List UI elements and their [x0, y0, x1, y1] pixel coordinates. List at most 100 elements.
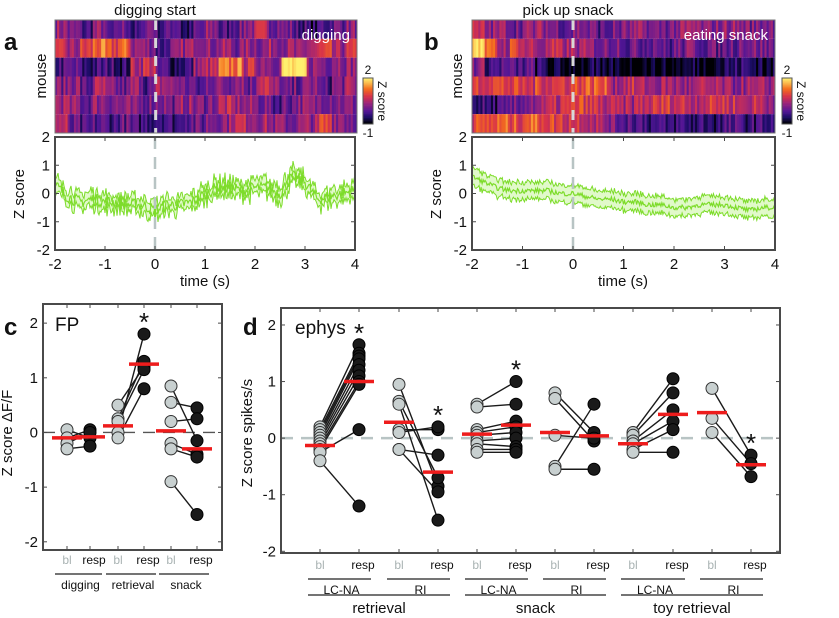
heatmap-cell	[329, 95, 333, 115]
heatmap-cell	[625, 95, 629, 115]
heatmap-cell	[350, 57, 354, 77]
heatmap-cell	[212, 38, 215, 58]
heatmap-cell	[75, 38, 79, 58]
resp-label: resp	[586, 558, 610, 572]
heatmap-cell	[587, 114, 591, 133]
bl-label: bl	[394, 558, 403, 572]
heatmap-cell	[172, 76, 175, 96]
heatmap-cell	[581, 57, 584, 77]
heatmap-cell	[482, 114, 486, 133]
heatmap-cell	[147, 114, 150, 133]
colorbar-swatch	[782, 89, 792, 91]
heatmap-cell	[499, 38, 502, 58]
heatmap-cell	[514, 38, 517, 58]
heatmap-cell	[711, 20, 715, 39]
heatmap-cell	[589, 76, 593, 96]
heatmap-cell	[224, 76, 228, 96]
heatmap-cell	[707, 76, 711, 96]
heatmap-cell	[703, 76, 706, 96]
heatmap-cell	[610, 114, 614, 133]
heatmap-cell	[260, 114, 264, 133]
heatmap-cell	[206, 38, 209, 58]
heatmap-cell	[122, 20, 125, 39]
heatmap-cell	[709, 95, 713, 115]
heatmap-cell	[701, 114, 704, 133]
heatmap-cell	[655, 76, 658, 96]
heatmap-cell	[187, 76, 190, 96]
heatmap-cell	[646, 76, 650, 96]
heatmap-cell	[751, 114, 755, 133]
heatmap-cell	[310, 57, 314, 77]
heatmap-cell	[86, 57, 89, 77]
heatmap-cell	[136, 95, 140, 115]
heatmap-cell	[716, 20, 719, 39]
heatmap-a-title: digging start	[114, 2, 197, 19]
heatmap-cell	[264, 20, 268, 39]
heatmap-cell	[300, 95, 303, 115]
heatmap-cell	[245, 114, 249, 133]
heatmap-cell	[509, 114, 513, 133]
heatmap-cell	[669, 20, 673, 39]
y-tick-label: 2	[459, 129, 467, 146]
heatmap-cell	[581, 38, 584, 58]
pair-line	[319, 344, 360, 428]
x-tick-label: 0	[151, 256, 159, 273]
heatmap-cell	[720, 57, 723, 77]
heatmap-cell	[229, 57, 232, 77]
heatmap-cell	[476, 95, 479, 115]
heatmap-cell	[564, 20, 568, 39]
heatmap-cell	[756, 20, 759, 39]
heatmap-cell	[59, 57, 62, 77]
heatmap-cell	[766, 20, 770, 39]
heatmap-cell	[503, 114, 507, 133]
heatmap-cell	[168, 76, 171, 96]
heatmap-cell	[193, 114, 196, 133]
heatmap-cell	[128, 76, 131, 96]
heatmap-cell	[530, 114, 534, 133]
heatmap-cell	[63, 57, 66, 77]
heatmap-cell	[753, 20, 757, 39]
heatmap-cell	[346, 76, 350, 96]
group-label: RI	[571, 583, 583, 597]
heatmap-cell	[340, 38, 343, 58]
heatmap-cell	[583, 57, 587, 77]
heatmap-cell	[495, 114, 498, 133]
colorbar-swatch	[782, 90, 792, 93]
heatmap-cell	[758, 57, 761, 77]
heatmap-cell	[667, 57, 671, 77]
resp-label: resp	[430, 558, 454, 572]
x-tick-label: 1	[619, 256, 627, 273]
heatmap-cell	[159, 95, 163, 115]
heatmap-cell	[319, 114, 322, 133]
heatmap-cell	[589, 57, 593, 77]
colorbar-swatch	[363, 92, 373, 95]
heatmap-cell	[109, 57, 113, 77]
heatmap-cell	[745, 57, 749, 77]
heatmap-cell	[111, 20, 115, 39]
colorbar-b-min-label: -1	[782, 126, 793, 140]
heatmap-cell	[608, 38, 612, 58]
heatmap-cell	[562, 20, 565, 39]
heatmap-cell	[554, 57, 557, 77]
heatmap-cell	[348, 20, 352, 39]
heatmap-cell	[684, 20, 688, 39]
heatmap-cell	[478, 57, 481, 77]
panel-label-d: d	[243, 314, 258, 341]
heatmap-cell	[273, 76, 276, 96]
significance-star: *	[433, 400, 443, 430]
heatmap-cell	[140, 95, 144, 115]
heatmap-cell	[161, 76, 165, 96]
colorbar-swatch	[363, 95, 373, 97]
heatmap-cell	[258, 76, 261, 96]
heatmap-cell	[256, 20, 259, 39]
pair-line	[632, 378, 674, 433]
heatmap-cell	[283, 57, 287, 77]
heatmap-cell	[535, 20, 538, 39]
pair-line	[398, 448, 439, 493]
heatmap-cell	[493, 20, 496, 39]
heatmap-cell	[682, 20, 685, 39]
heatmap-cell	[298, 20, 301, 39]
heatmap-cell	[103, 95, 106, 115]
heatmap-cell	[264, 76, 268, 96]
